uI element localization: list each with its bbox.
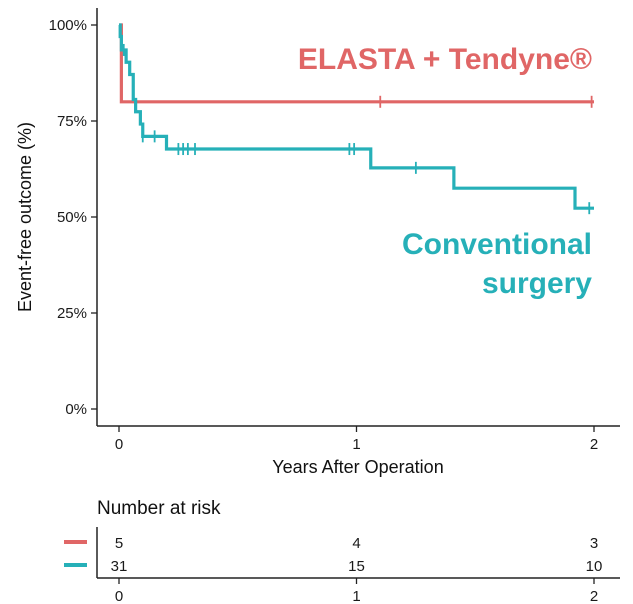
y-axis: 0% 25% 50% 75% 100% — [49, 8, 98, 426]
y-tick-label: 25% — [57, 305, 87, 322]
risk-count: 3 — [590, 535, 598, 552]
x-tick-label: 0 — [115, 436, 123, 453]
y-tick-label: 50% — [57, 209, 87, 226]
x-tick-label: 2 — [590, 436, 598, 453]
x-tick-label: 1 — [352, 436, 360, 453]
y-tick-label: 75% — [57, 113, 87, 130]
series-line-conventional-surgery — [118, 23, 594, 210]
risk-x-tick-label: 0 — [115, 588, 123, 604]
x-axis-title: Years After Operation — [272, 457, 443, 477]
risk-table-title: Number at risk — [97, 498, 221, 519]
risk-count: 15 — [348, 558, 365, 575]
risk-x-tick-label: 2 — [590, 588, 598, 604]
annotation-surgery: surgery — [482, 267, 592, 300]
annotation-conventional: Conventional — [402, 228, 592, 261]
y-axis-title: Event-free outcome (%) — [15, 122, 35, 312]
risk-x-tick-label: 1 — [352, 588, 360, 604]
y-tick-label: 100% — [49, 17, 87, 34]
risk-count: 31 — [111, 558, 128, 575]
risk-count: 4 — [352, 535, 360, 552]
annotation-elasta-tendyne: ELASTA + Tendyne® — [298, 43, 592, 76]
x-axis: 0 1 2 — [97, 425, 620, 453]
risk-count: 5 — [115, 535, 123, 552]
y-tick-label: 0% — [65, 401, 87, 418]
series-layer — [118, 23, 594, 215]
risk-table: 5 4 3 31 15 10 0 1 2 — [64, 527, 620, 604]
risk-count: 10 — [586, 558, 603, 575]
